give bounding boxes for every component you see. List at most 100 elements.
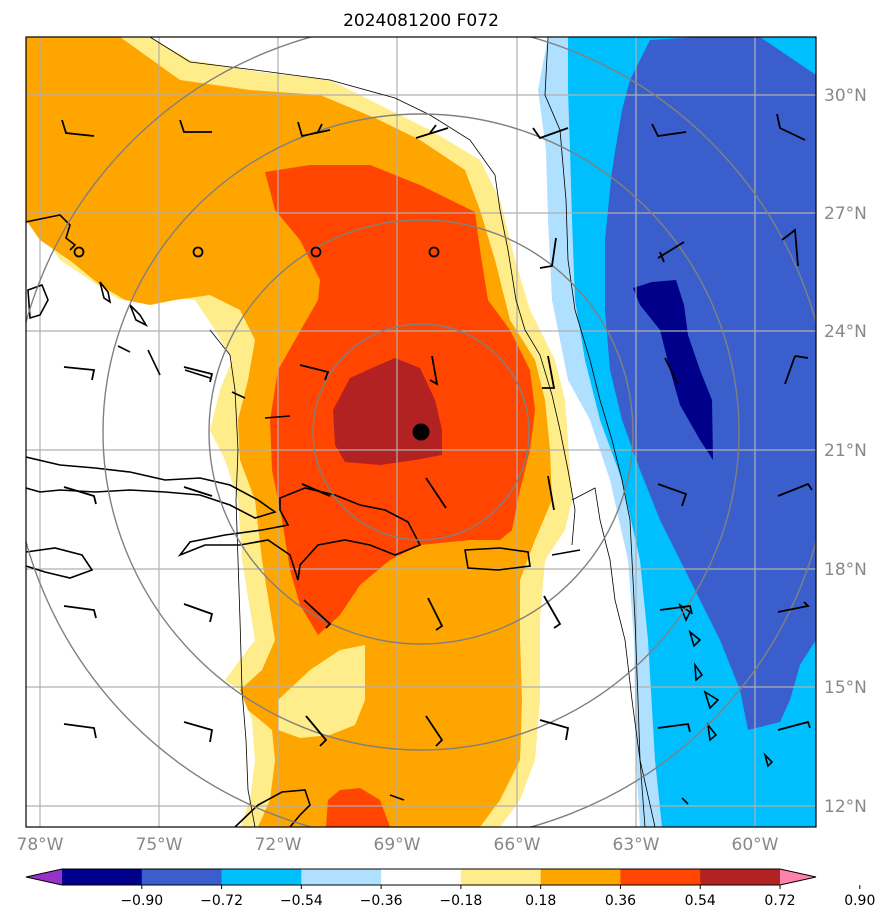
boundary-lines <box>149 37 656 827</box>
range-rings <box>26 37 816 827</box>
wind-barb <box>301 483 331 497</box>
colorbar-extend-high <box>780 869 816 885</box>
wind-barb <box>429 355 439 386</box>
boundary-east-2 <box>571 487 656 827</box>
coast-bahamas-6 <box>184 369 211 379</box>
lon-label: 78°W <box>17 835 64 855</box>
wind-barb <box>777 720 811 731</box>
colorbar-tick-label: 0.72 <box>764 893 795 909</box>
colorbar-tick-label: −0.36 <box>360 893 403 909</box>
colorbar-swatch <box>221 869 302 885</box>
gridlines <box>26 37 816 827</box>
wind-barb <box>784 355 809 385</box>
map-panel <box>26 37 816 827</box>
boundary-sw <box>209 329 256 827</box>
calm-circle <box>428 246 440 258</box>
coast-antilles-6 <box>763 752 774 768</box>
colorbar-outline <box>25 868 817 886</box>
boundary-east <box>544 37 646 827</box>
wind-barb <box>657 483 688 507</box>
coast-jamaica <box>26 547 94 579</box>
colorbar-tick-label: 0.54 <box>685 893 716 909</box>
colorbar-tick-label: −0.90 <box>120 893 163 909</box>
lon-label: 69°W <box>374 835 421 855</box>
coast-antilles-5 <box>706 722 718 742</box>
wind-barb <box>63 605 97 619</box>
coast-bahamas-4 <box>117 345 131 353</box>
lon-label: 66°W <box>494 835 541 855</box>
calm-circle <box>73 246 85 258</box>
wind-barb <box>61 119 95 137</box>
wind-barbs <box>61 113 813 747</box>
coast-antilles-4 <box>703 690 720 710</box>
colorbar-swatch <box>381 869 462 885</box>
coast-antilles-7 <box>681 797 689 805</box>
field-darkred <box>333 358 442 465</box>
wind-barb <box>657 241 685 263</box>
calm-circle <box>192 246 204 258</box>
coast-bahamas-3 <box>27 283 49 320</box>
coast-bahamas-8 <box>231 391 246 399</box>
wind-barb <box>664 357 679 385</box>
colorbar-tick-label: −0.72 <box>200 893 243 909</box>
wind-barb <box>63 723 97 739</box>
wind-barb <box>427 597 444 631</box>
wind-barb <box>547 475 555 511</box>
colorbar-tick-label: −0.54 <box>280 893 323 909</box>
figure-title: 2024081200 F072 <box>343 11 499 31</box>
lon-label: 72°W <box>255 835 302 855</box>
colorbar-swatch <box>700 869 781 885</box>
coast-aruba <box>389 794 405 801</box>
coast-antilles-2 <box>688 629 702 648</box>
storm-center-dot <box>412 423 430 441</box>
wind-barb <box>183 486 213 497</box>
wind-barb <box>183 366 214 383</box>
wind-barb <box>415 124 449 139</box>
lon-label: 63°W <box>613 835 660 855</box>
colorbar-swatch <box>301 869 382 885</box>
lat-labels: 30°N 27°N 24°N 21°N 18°N 15°N 12°N <box>824 86 867 817</box>
colorbar-swatch <box>540 869 621 885</box>
lat-label: 15°N <box>824 678 867 698</box>
wind-barb <box>777 482 813 497</box>
wind-barb <box>532 127 569 140</box>
wind-barb <box>425 715 444 747</box>
wind-barb <box>776 113 806 141</box>
colorbar-swatch <box>620 869 701 885</box>
colorbar-tick-label: −0.18 <box>439 893 482 909</box>
colorbar-swatch <box>141 869 223 885</box>
lon-label: 75°W <box>136 835 183 855</box>
calm-circle <box>310 246 322 258</box>
wind-barb <box>63 366 96 381</box>
lon-label: 60°W <box>732 835 779 855</box>
coast-south-america <box>234 789 311 827</box>
field-yellow-inner <box>278 645 365 738</box>
coast-antilles-3 <box>694 662 704 682</box>
wind-barb <box>63 486 97 505</box>
coast-bahamas-5 <box>147 349 161 376</box>
colorbar: −0.90 −0.72 −0.54 −0.36 −0.18 0.18 0.36 0.54 0.7… <box>25 868 875 909</box>
coastlines <box>26 214 774 827</box>
wind-barb <box>657 723 691 733</box>
coast-bahamas-2 <box>129 304 149 327</box>
wind-barb <box>651 123 687 137</box>
colorbar-swatch <box>62 869 143 885</box>
wind-barb <box>297 121 331 138</box>
coast-bahamas-7 <box>264 415 291 419</box>
coast-bahamas-1 <box>99 281 112 304</box>
wind-barb <box>539 237 557 269</box>
coast-florida <box>26 214 77 251</box>
wind-barb <box>183 603 214 623</box>
map-border <box>25 36 817 828</box>
colorbar-extend-low <box>26 869 62 885</box>
calm-markers <box>73 246 440 258</box>
wind-barb <box>303 599 332 629</box>
wind-barb <box>179 119 212 133</box>
wind-barb <box>781 228 799 267</box>
lon-labels: 78°W 75°W 72°W 69°W 66°W 63°W 60°W <box>17 835 779 855</box>
field-navy <box>633 280 713 460</box>
boundary-west <box>149 37 576 546</box>
wind-barb <box>299 364 330 381</box>
field-blue <box>605 37 816 730</box>
